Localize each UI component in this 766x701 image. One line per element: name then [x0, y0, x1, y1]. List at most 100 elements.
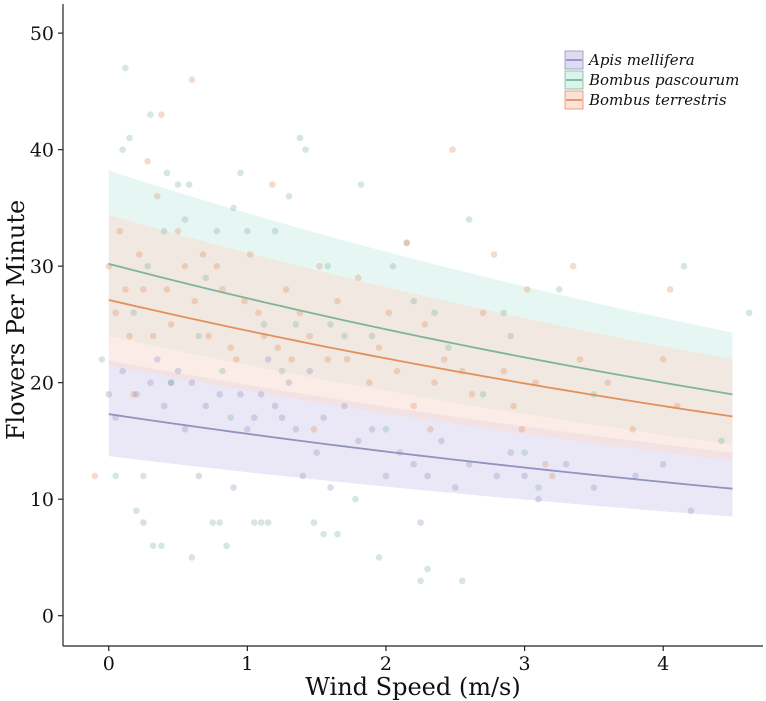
point-bombus-pascourum-41	[341, 332, 348, 340]
point-apis-mellifera-46	[140, 519, 147, 526]
point-bombus-pascourum-56	[479, 391, 487, 398]
point-bombus-pascourum-63	[680, 262, 688, 270]
point-bombus-pascourum-31	[271, 227, 279, 235]
point-bombus-pascourum-13	[167, 379, 175, 386]
point-apis-mellifera-26	[327, 484, 334, 491]
point-bombus-terrestris-16	[188, 76, 196, 84]
point-bombus-terrestris-14	[174, 227, 182, 235]
point-bombus-terrestris-63	[659, 356, 667, 363]
point-bombus-pascourum-43	[357, 181, 365, 188]
point-apis-mellifera-40	[535, 495, 542, 503]
point-apis-mellifera-28	[354, 437, 362, 445]
point-bombus-terrestris-44	[410, 402, 417, 410]
point-bombus-terrestris-54	[510, 402, 517, 410]
point-bombus-pascourum-25	[230, 204, 237, 212]
point-bombus-terrestris-45	[421, 321, 429, 328]
point-bombus-terrestris-59	[569, 262, 577, 270]
point-bombus-pascourum-24	[223, 542, 230, 550]
point-bombus-terrestris-46	[431, 379, 438, 386]
point-bombus-pascourum-15	[181, 216, 189, 223]
point-bombus-pascourum-2	[119, 146, 126, 153]
point-bombus-terrestris-61	[604, 379, 612, 386]
point-bombus-terrestris-11	[158, 111, 165, 118]
point-bombus-pascourum-67	[227, 414, 235, 421]
point-bombus-pascourum-22	[216, 519, 223, 526]
point-bombus-terrestris-30	[282, 286, 290, 293]
legend-label-bombus-pascourum: Bombus pascourum	[588, 71, 739, 89]
legend-label-bombus-terrestris: Bombus terrestris	[588, 91, 727, 109]
point-apis-mellifera-16	[250, 414, 258, 421]
point-bombus-pascourum-17	[188, 554, 196, 561]
point-bombus-terrestris-4	[122, 286, 129, 293]
point-bombus-pascourum-5	[133, 507, 140, 515]
point-apis-mellifera-23	[299, 472, 307, 480]
x-axis-ticks: 0 1 2 3 4	[103, 646, 669, 675]
point-bombus-pascourum-58	[507, 332, 515, 340]
point-apis-mellifera-3	[133, 391, 140, 398]
point-apis-mellifera-2	[119, 367, 126, 375]
point-bombus-terrestris-50	[468, 391, 476, 398]
point-bombus-pascourum-34	[292, 321, 300, 328]
point-bombus-pascourum-35	[296, 134, 304, 142]
point-bombus-pascourum-9	[149, 542, 157, 550]
point-bombus-terrestris-48	[449, 146, 456, 153]
point-bombus-pascourum-50	[417, 577, 424, 585]
point-apis-mellifera-17	[257, 391, 265, 398]
legend-label-apis-mellifera: Apis mellifera	[587, 51, 695, 69]
point-bombus-terrestris-68	[427, 425, 434, 433]
point-bombus-terrestris-19	[205, 332, 212, 340]
scatter-points	[91, 64, 753, 585]
point-apis-mellifera-5	[153, 356, 161, 363]
point-bombus-terrestris-57	[542, 460, 549, 468]
point-bombus-pascourum-48	[403, 239, 411, 247]
point-apis-mellifera-4	[147, 379, 154, 386]
point-apis-mellifera-30	[382, 472, 390, 480]
point-bombus-pascourum-64	[718, 437, 725, 445]
point-bombus-terrestris-47	[440, 356, 448, 363]
ci-band-apis-mellifera	[108, 360, 733, 517]
point-bombus-terrestris-0	[91, 472, 99, 480]
point-bombus-terrestris-53	[500, 367, 508, 375]
point-bombus-terrestris-25	[246, 251, 254, 258]
point-bombus-terrestris-9	[149, 332, 157, 340]
point-bombus-terrestris-34	[316, 262, 323, 270]
point-bombus-pascourum-18	[195, 332, 203, 340]
point-apis-mellifera-44	[659, 460, 667, 468]
point-bombus-pascourum-40	[334, 530, 341, 538]
point-bombus-pascourum-57	[500, 309, 508, 317]
point-bombus-terrestris-33	[306, 332, 314, 340]
point-apis-mellifera-37	[493, 472, 501, 480]
point-apis-mellifera-7	[167, 379, 175, 386]
confidence-bands	[108, 170, 733, 517]
point-apis-mellifera-38	[507, 449, 515, 456]
point-apis-mellifera-19	[271, 402, 279, 410]
fit-line-bombus-terrestris	[108, 299, 733, 418]
point-bombus-pascourum-54	[458, 577, 466, 585]
point-bombus-pascourum-23	[219, 367, 226, 375]
point-apis-mellifera-34	[438, 437, 445, 445]
point-apis-mellifera-39	[521, 472, 528, 480]
point-bombus-pascourum-7	[144, 262, 151, 270]
point-apis-mellifera-33	[424, 472, 431, 480]
point-bombus-terrestris-31	[288, 356, 296, 363]
point-bombus-pascourum-12	[163, 169, 171, 177]
ci-band-bombus-terrestris	[108, 214, 733, 461]
x-tick-label-2: 2	[380, 653, 392, 675]
point-bombus-pascourum-66	[130, 309, 137, 317]
fit-lines	[108, 262, 733, 490]
point-apis-mellifera-0	[105, 391, 113, 398]
x-tick-label-4: 4	[657, 653, 669, 675]
y-tick-label-20: 20	[30, 373, 54, 395]
y-tick-label-40: 40	[30, 140, 54, 162]
point-bombus-terrestris-23	[232, 356, 240, 363]
point-apis-mellifera-12	[216, 391, 223, 398]
point-apis-mellifera-15	[244, 425, 251, 433]
point-bombus-pascourum-11	[160, 227, 168, 235]
point-bombus-terrestris-69	[518, 425, 526, 433]
y-tick-label-30: 30	[30, 256, 54, 278]
y-tick-label-50: 50	[30, 23, 54, 45]
point-bombus-terrestris-67	[310, 425, 318, 433]
y-axis-title: Flowers Per Minute	[2, 200, 30, 440]
point-bombus-pascourum-69	[324, 262, 332, 270]
point-apis-mellifera-18	[264, 356, 272, 363]
